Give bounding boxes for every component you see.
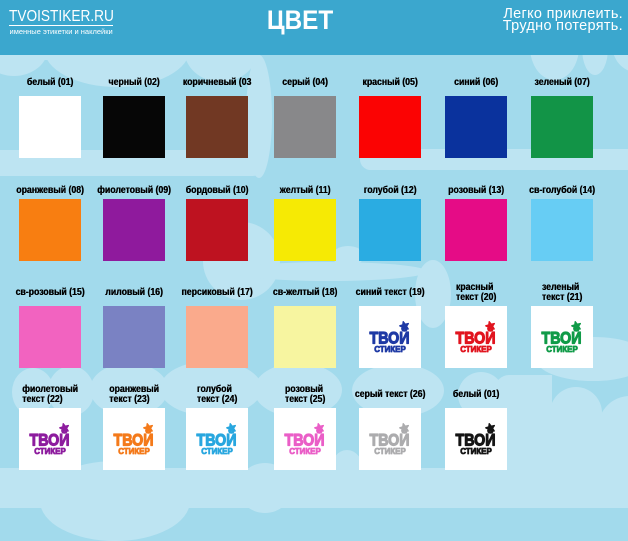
svg-text:ТВОЙ: ТВОЙ	[456, 430, 496, 449]
svg-text:ТВОЙ: ТВОЙ	[456, 328, 496, 347]
svg-text:ТВОЙ: ТВОЙ	[285, 430, 325, 449]
svg-text:СТИКЕР: СТИКЕР	[201, 446, 233, 456]
svg-text:СТИКЕР: СТИКЕР	[546, 344, 578, 354]
svg-text:СТИКЕР: СТИКЕР	[289, 446, 321, 456]
svg-text:ТВОЙ: ТВОЙ	[114, 430, 154, 449]
svg-text:ТВОЙ: ТВОЙ	[542, 328, 582, 347]
svg-text:ТВОЙ: ТВОЙ	[370, 430, 410, 449]
svg-text:СТИКЕР: СТИКЕР	[460, 446, 492, 456]
svg-text:СТИКЕР: СТИКЕР	[118, 446, 150, 456]
svg-text:ТВОЙ: ТВОЙ	[370, 328, 410, 347]
svg-text:ТВОЙ: ТВОЙ	[30, 430, 70, 449]
svg-text:СТИКЕР: СТИКЕР	[460, 344, 492, 354]
svg-text:СТИКЕР: СТИКЕР	[34, 446, 66, 456]
svg-text:СТИКЕР: СТИКЕР	[374, 446, 406, 456]
svg-text:ТВОЙ: ТВОЙ	[197, 430, 237, 449]
svg-text:СТИКЕР: СТИКЕР	[374, 344, 406, 354]
